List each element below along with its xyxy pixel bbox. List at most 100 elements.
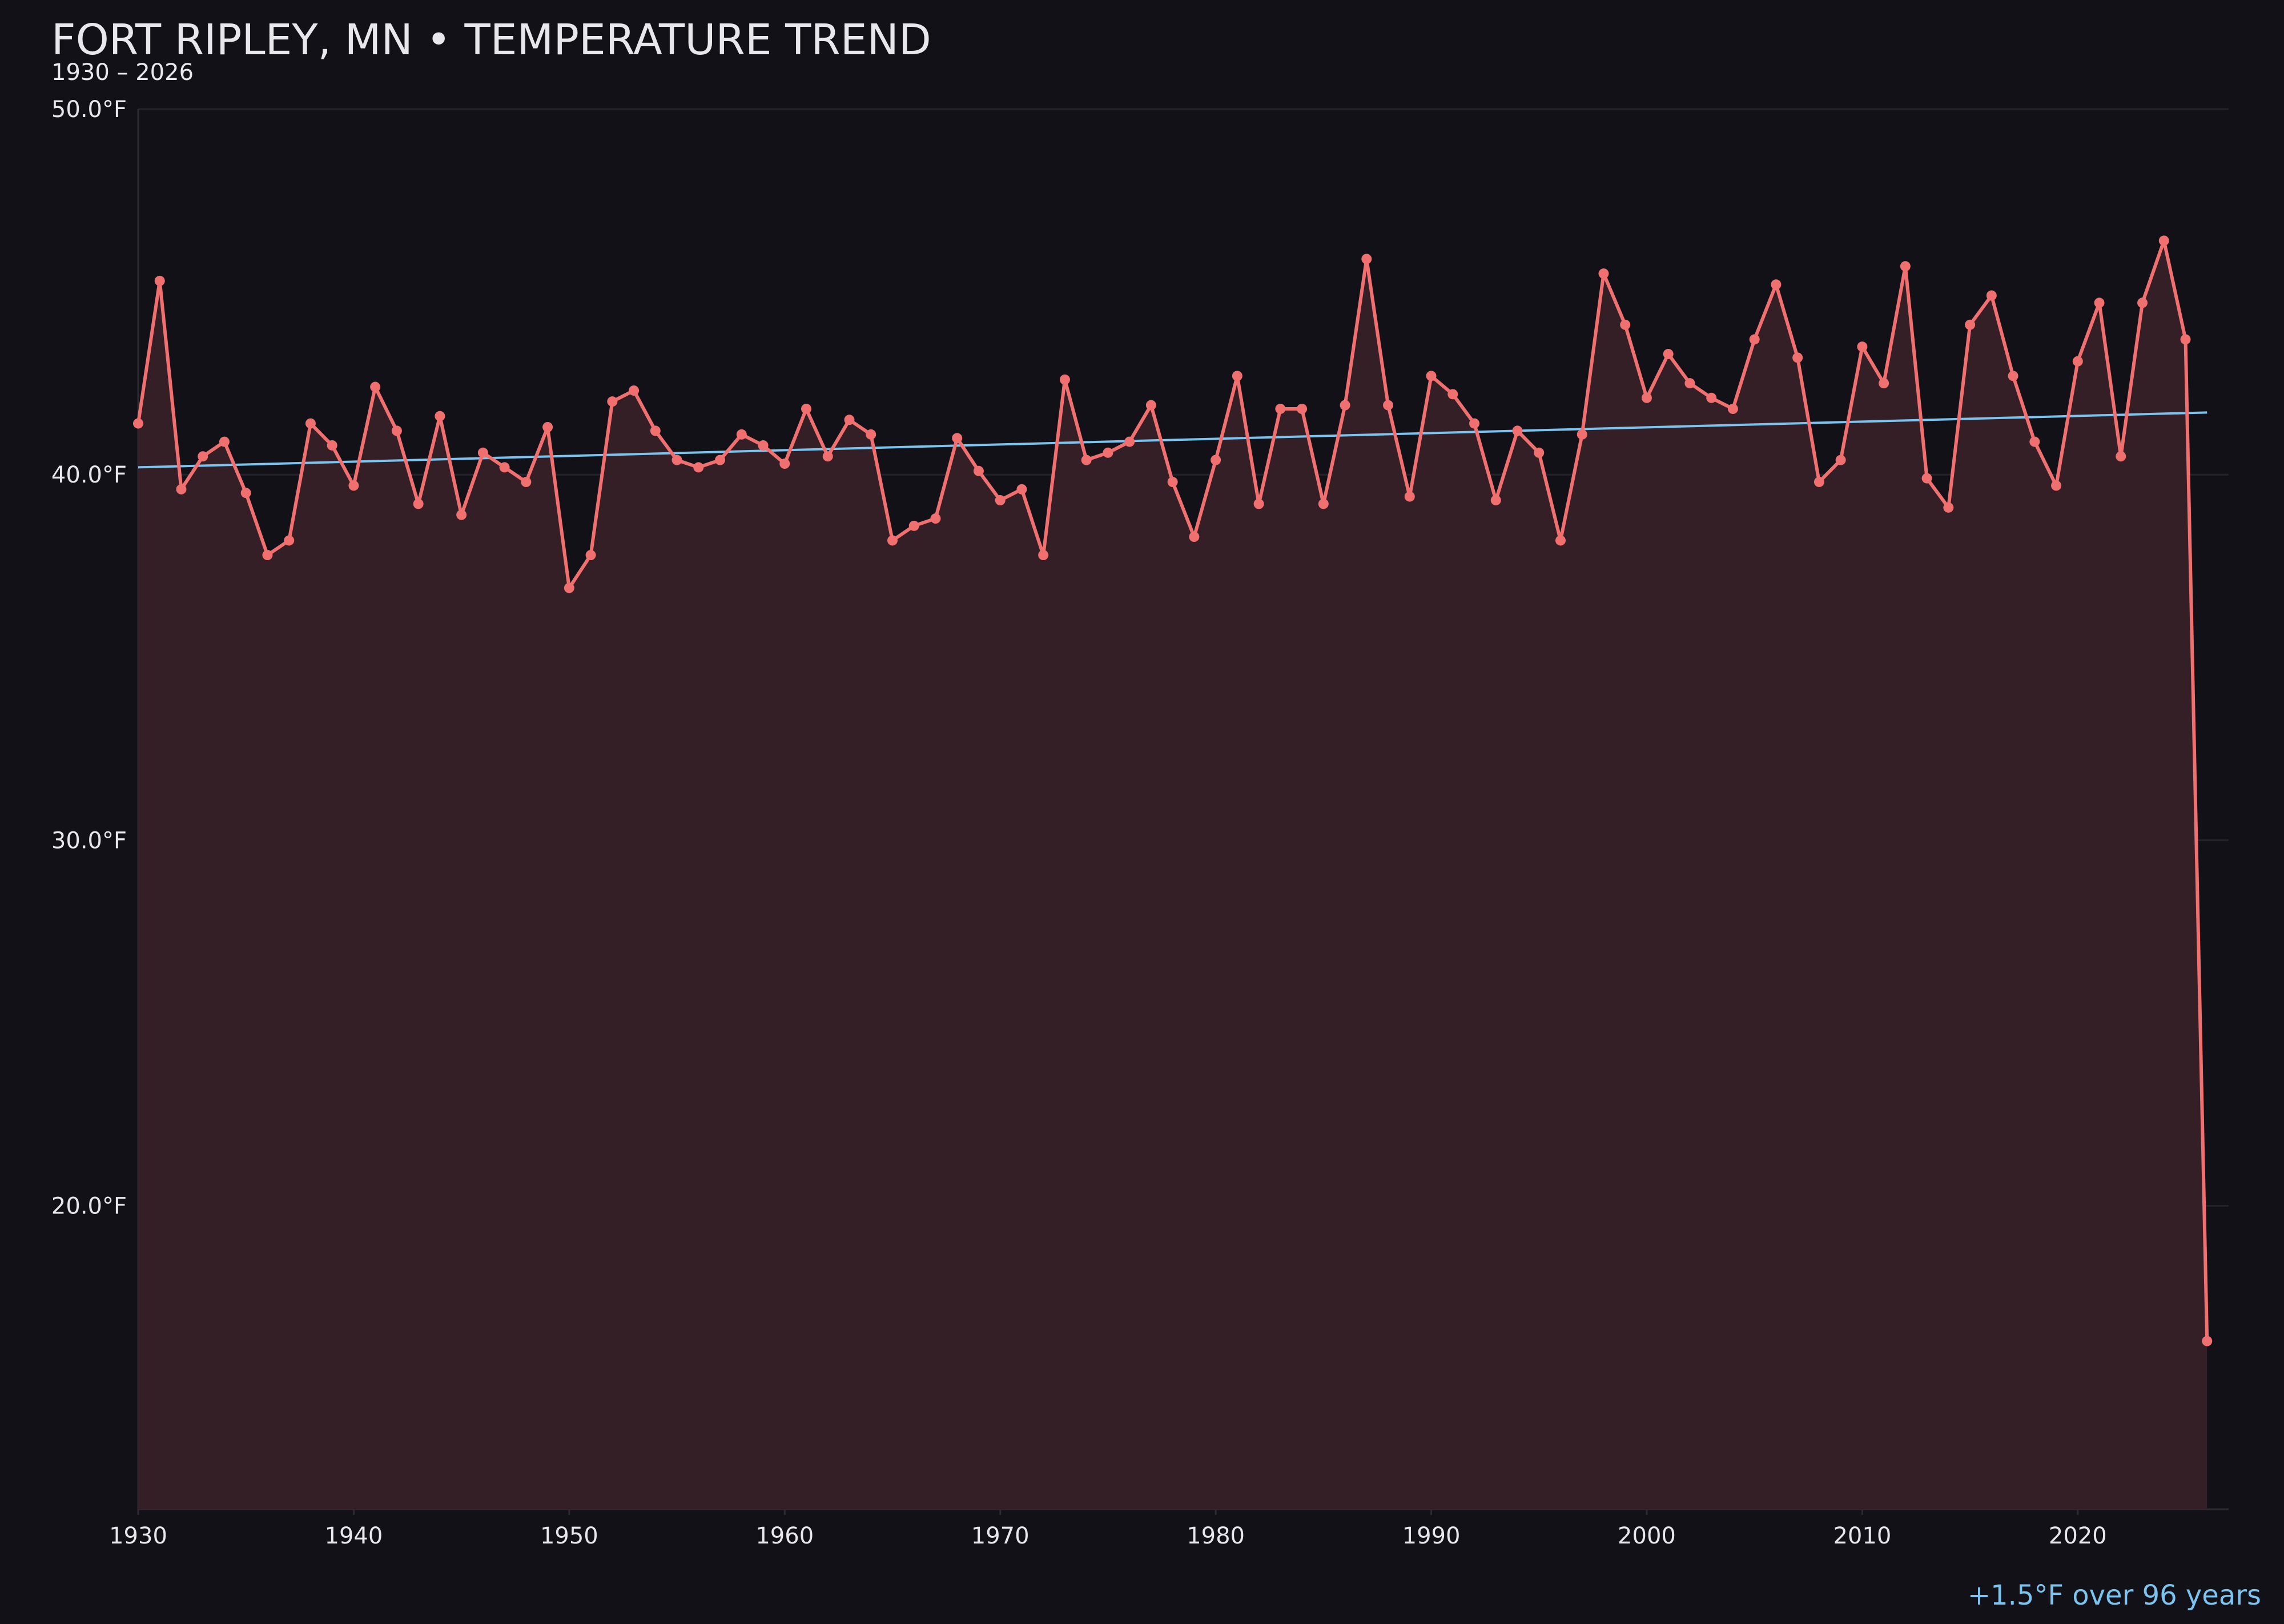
point — [1318, 499, 1329, 509]
point — [1124, 436, 1135, 447]
point — [1727, 403, 1738, 414]
point — [2072, 356, 2083, 367]
point — [866, 429, 876, 440]
point — [1490, 495, 1501, 506]
point — [1145, 400, 1156, 411]
point — [887, 535, 898, 546]
point — [607, 396, 618, 407]
point — [2158, 235, 2169, 246]
point — [801, 403, 812, 414]
point — [758, 440, 769, 451]
point — [1361, 254, 1372, 264]
point — [1426, 371, 1437, 381]
point — [1167, 477, 1178, 488]
point — [1598, 268, 1609, 279]
point — [1577, 429, 1587, 440]
point — [1297, 403, 1308, 414]
point — [413, 499, 424, 509]
point — [2008, 371, 2018, 381]
point — [1943, 502, 1954, 513]
point — [2137, 298, 2148, 308]
point — [844, 415, 855, 425]
point — [391, 425, 402, 436]
point — [1813, 477, 1824, 488]
point — [779, 459, 790, 469]
point — [1038, 550, 1049, 561]
point — [995, 495, 1006, 506]
point — [133, 418, 143, 429]
point — [1965, 319, 1976, 330]
point — [1555, 535, 1566, 546]
point — [1383, 400, 1394, 411]
point — [908, 520, 919, 531]
point — [2116, 451, 2126, 462]
point — [693, 462, 704, 473]
point — [1081, 455, 1092, 465]
x-tick-label: 2010 — [1833, 1523, 1891, 1549]
point — [1706, 392, 1717, 403]
point — [1620, 319, 1631, 330]
point — [1986, 290, 1997, 301]
point — [1103, 447, 1113, 458]
x-tick-label: 1980 — [1187, 1523, 1245, 1549]
x-tick-label: 1990 — [1402, 1523, 1461, 1549]
point — [1921, 473, 1932, 484]
x-tick-label: 2020 — [2049, 1523, 2107, 1549]
point — [564, 582, 574, 593]
trend-line — [138, 411, 2207, 469]
point — [952, 433, 963, 444]
point — [1900, 261, 1911, 272]
point — [1749, 334, 1760, 345]
point — [1340, 400, 1350, 411]
point — [2202, 1336, 2213, 1346]
point — [219, 436, 230, 447]
point — [327, 440, 337, 451]
point — [1275, 403, 1286, 414]
point — [650, 425, 661, 436]
point — [1879, 378, 1889, 389]
point — [1469, 418, 1480, 429]
point — [1447, 389, 1458, 400]
point — [1792, 352, 1803, 363]
point — [1059, 374, 1070, 385]
trend-annotation: +1.5°F over 96 years — [1968, 1579, 2261, 1611]
point — [348, 480, 359, 491]
point — [1857, 341, 1868, 352]
point — [1404, 491, 1415, 502]
point — [1016, 484, 1027, 495]
area — [138, 240, 2207, 1510]
point — [715, 455, 726, 465]
point — [1232, 371, 1242, 381]
point — [2094, 298, 2105, 308]
point — [973, 465, 984, 476]
point — [671, 455, 682, 465]
x-tick-label: 1930 — [109, 1523, 167, 1549]
point — [1684, 378, 1695, 389]
chart-title: FORT RIPLEY, MN • TEMPERATURE TREND — [51, 15, 931, 65]
chart-subtitle: 1930 – 2026 — [51, 59, 194, 86]
point — [2180, 334, 2191, 345]
y-tick-label: 50.0°F — [51, 97, 127, 123]
point — [822, 451, 833, 462]
point — [1512, 425, 1523, 436]
point — [456, 509, 467, 520]
point — [1253, 499, 1264, 509]
point — [1771, 279, 1782, 290]
y-tick-label: 20.0°F — [51, 1193, 127, 1220]
point — [2051, 480, 2062, 491]
x-tick-label: 1950 — [540, 1523, 598, 1549]
point — [176, 484, 187, 495]
point — [2029, 436, 2040, 447]
point — [262, 550, 273, 561]
point — [240, 488, 251, 499]
point — [284, 535, 295, 546]
point — [521, 477, 532, 488]
point — [1211, 455, 1221, 465]
point — [1534, 447, 1545, 458]
point — [305, 418, 316, 429]
point — [198, 451, 208, 462]
point — [542, 421, 553, 432]
point — [435, 411, 445, 421]
point — [1835, 455, 1846, 465]
point — [736, 429, 747, 440]
